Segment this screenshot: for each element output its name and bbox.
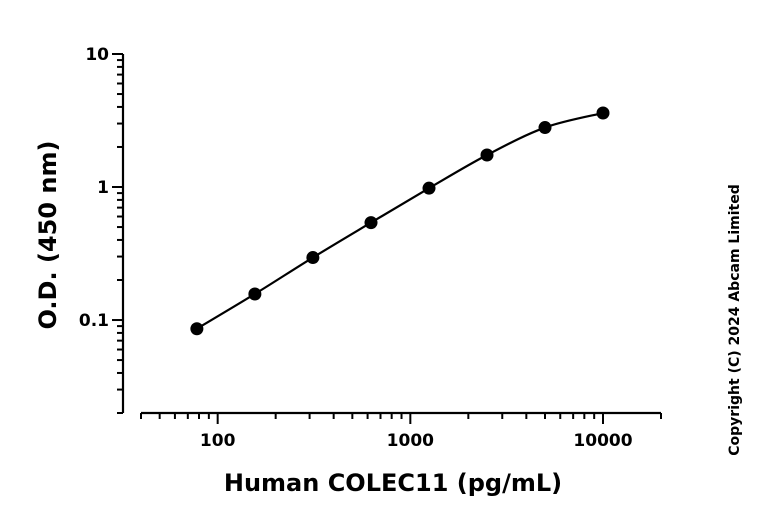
x-tick-label: 10000 [573, 431, 632, 451]
x-tick-label: 100 [200, 431, 236, 451]
x-axis-title: Human COLEC11 (pg/mL) [224, 469, 562, 497]
data-point [306, 251, 320, 265]
data-points-layer [190, 106, 610, 336]
data-point [364, 216, 378, 230]
data-point [596, 106, 610, 120]
y-axis-title: O.D. (450 nm) [34, 141, 62, 330]
x-axis: 100 1000 10000 [140, 411, 662, 451]
y-tick-label: 1 [97, 178, 109, 198]
data-point [480, 148, 494, 162]
data-point [538, 121, 552, 135]
data-point [190, 322, 204, 336]
data-point [248, 287, 262, 301]
data-point [422, 181, 436, 195]
copyright-notice: Copyright (C) 2024 Abcam Limited [727, 184, 743, 455]
y-tick-label: 0.1 [79, 311, 109, 331]
y-axis: 0.1 1 10 [79, 45, 125, 414]
y-tick-label: 10 [85, 45, 109, 65]
x-tick-label: 1000 [387, 431, 434, 451]
